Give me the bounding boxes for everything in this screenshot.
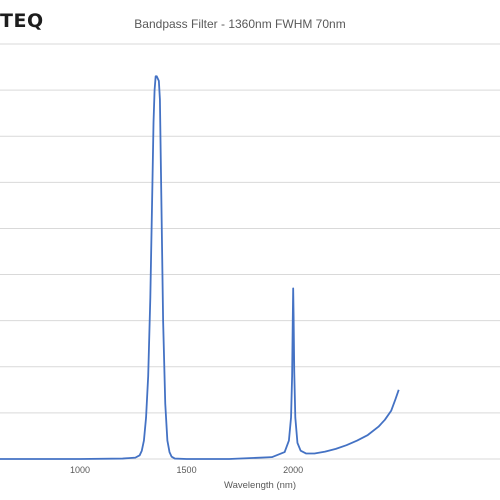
brand-logo: TEQ <box>0 10 44 32</box>
x-tick-labels: 1000 1500 2000 <box>70 465 303 475</box>
gridlines <box>0 43 500 414</box>
x-axis-label: Wavelength (nm) <box>224 480 296 491</box>
chart-title: Bandpass Filter - 1360nm FWHM 70nm <box>134 17 346 31</box>
x-tick-label: 1500 <box>177 465 197 475</box>
x-tick-label: 2000 <box>283 465 303 475</box>
x-tick-label: 1000 <box>70 465 90 475</box>
series-line <box>0 75 400 460</box>
